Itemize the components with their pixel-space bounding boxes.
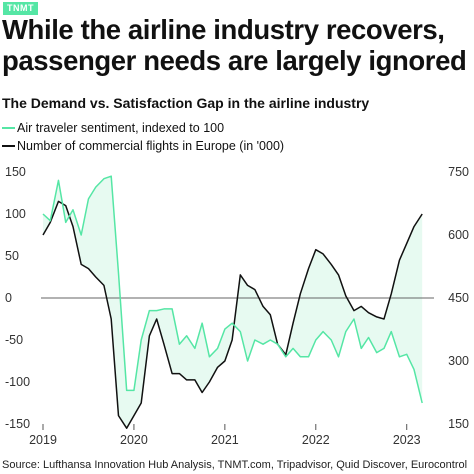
y-right-tick-3: 300 (448, 354, 469, 368)
x-tick-1: 2020 (120, 433, 148, 447)
series-line-flights (42, 200, 423, 429)
y-left-tick-2: 50 (5, 249, 19, 263)
legend-label-flights: Number of commercial flights in Europe (… (17, 139, 285, 153)
headline-line-2: passenger needs are largely ignored (2, 45, 467, 76)
y-left-tick-1: 100 (5, 207, 26, 221)
x-tick-3: 2022 (302, 433, 330, 447)
y-right-tick-0: 750 (448, 165, 469, 179)
y-left-tick-5: -100 (5, 375, 30, 389)
headline-line-1: While the airline industry recovers, (2, 14, 445, 45)
series-line-sentiment (42, 175, 423, 404)
y-left-tick-6: -150 (5, 417, 30, 431)
brand-logo: TNMT (3, 2, 38, 15)
chart-legend: Air traveler sentiment, indexed to 100 N… (2, 119, 284, 155)
chart-title: The Demand vs. Satisfaction Gap in the a… (2, 95, 370, 111)
gap-area (43, 176, 423, 429)
headline: While the airline industry recovers, pas… (2, 14, 474, 76)
legend-item-sentiment: Air traveler sentiment, indexed to 100 (2, 119, 284, 137)
legend-swatch-flights (2, 145, 15, 147)
legend-label-sentiment: Air traveler sentiment, indexed to 100 (17, 121, 225, 135)
x-tick-0: 2019 (29, 433, 57, 447)
x-tick-2: 2021 (211, 433, 239, 447)
source-note: Source: Lufthansa Innovation Hub Analysi… (2, 459, 468, 471)
x-tick-4: 2023 (393, 433, 421, 447)
y-right-tick-2: 450 (448, 291, 469, 305)
legend-item-flights: Number of commercial flights in Europe (… (2, 137, 284, 155)
y-right-tick-1: 600 (448, 228, 469, 242)
y-right-tick-4: 150 (448, 417, 469, 431)
y-left-tick-3: 0 (5, 291, 12, 305)
y-left-tick-0: 150 (5, 165, 26, 179)
legend-swatch-sentiment (2, 127, 15, 129)
y-left-tick-4: -50 (5, 333, 23, 347)
